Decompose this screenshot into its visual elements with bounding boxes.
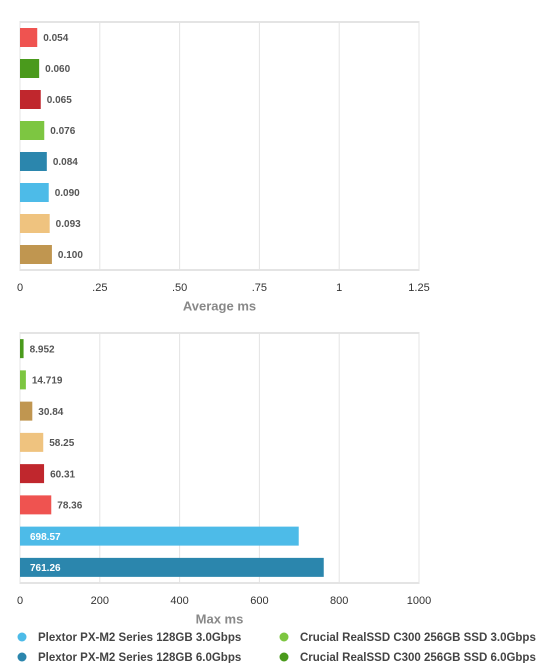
legend-swatch [279,632,289,642]
x-tick-label: 1.25 [408,282,429,294]
data-label: 0.060 [45,64,70,75]
bar [20,432,44,452]
x-axis-label: Max ms [196,611,244,626]
legend-swatch [17,632,27,642]
bar [20,59,40,78]
bar [20,495,52,515]
x-tick-label: 800 [330,595,348,607]
legend-label: Plextor PX-M2 Series 128GB 6.0Gbps [38,652,241,663]
bar [20,152,47,171]
legend-label: Crucial RealSSD C300 256GB SSD 6.0Gbps [300,652,536,663]
x-tick-label: 600 [250,595,268,607]
data-label: 0.084 [53,157,78,168]
data-label: 58.25 [49,438,74,449]
x-tick-label: 200 [91,595,109,607]
data-label: 0.090 [55,188,80,199]
data-label: 30.84 [38,407,63,418]
bar [20,557,324,577]
plot-frame [19,21,420,271]
bar [20,121,45,140]
x-tick-label: .75 [252,282,267,294]
bar [20,370,26,390]
legend-label: Plextor PX-M2 Series 128GB 3.0Gbps [38,632,241,644]
data-label: 14.719 [32,376,63,387]
data-label: 60.31 [50,469,75,480]
x-tick-label: .50 [172,282,187,294]
bar [20,183,49,202]
legend-label: Crucial RealSSD C300 256GB SSD 3.0Gbps [300,632,536,644]
data-label: 78.36 [57,501,82,512]
x-tick-label: 0 [17,282,23,294]
x-tick-label: .25 [92,282,107,294]
legend-swatch [17,652,27,662]
data-label: 0.065 [47,95,72,106]
bar [20,401,33,421]
data-label: 698.57 [30,532,61,543]
bar [20,339,24,359]
bar [20,526,299,546]
data-label: 761.26 [30,563,61,574]
x-tick-label: 1000 [407,595,431,607]
x-tick-label: 400 [170,595,188,607]
data-label: 0.093 [56,219,81,230]
data-label: 8.952 [30,344,55,355]
bar [20,90,41,109]
bar [20,464,45,484]
data-label: 0.100 [58,250,83,261]
legend-swatch [279,652,289,662]
bar [20,28,38,47]
bar [20,245,52,264]
bar [20,214,50,233]
x-tick-label: 0 [17,595,23,607]
x-axis-label: Average ms [183,298,256,313]
data-label: 0.054 [43,33,68,44]
x-tick-label: 1 [336,282,342,294]
data-label: 0.076 [50,126,75,137]
